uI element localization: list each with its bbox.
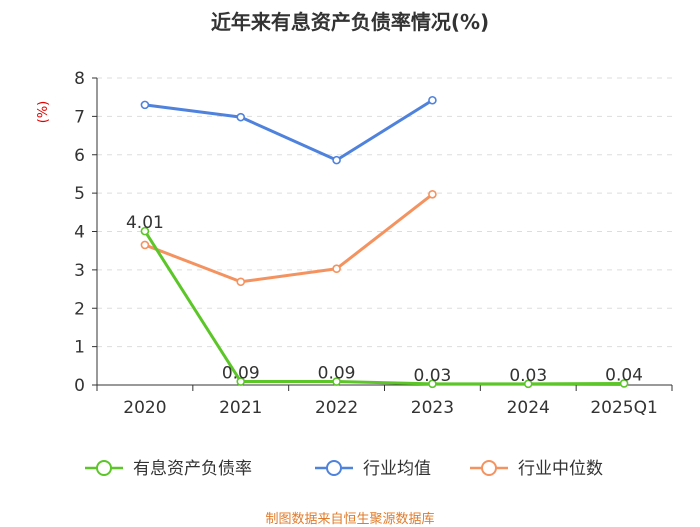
series-layer	[140, 95, 629, 389]
y-tick-label: 2	[74, 299, 85, 319]
y-axis-label: (%)	[36, 101, 51, 124]
legend-marker	[326, 460, 342, 476]
data-point	[332, 264, 341, 274]
legend: 有息资产负债率 行业均值 行业中位数	[85, 459, 603, 479]
x-tick-label: 2022	[315, 398, 358, 418]
data-label: 4.01	[126, 213, 164, 233]
legend-label: 行业均值	[363, 459, 431, 479]
legend-marker	[96, 460, 112, 476]
data-labels: 4.01 0.09 0.09 0.03 0.03 0.04	[126, 213, 643, 386]
x-tick-label: 2024	[507, 398, 550, 418]
chart-title: 近年来有息资产负债率情况(%)	[210, 10, 490, 34]
legend-item: 行业中位数	[470, 459, 603, 479]
legend-label: 行业中位数	[518, 459, 603, 479]
data-point	[619, 379, 629, 388]
data-point	[332, 155, 341, 165]
legend-item: 行业均值	[315, 459, 431, 479]
data-point	[428, 189, 437, 199]
legend-marker	[481, 460, 497, 476]
y-tick-label: 6	[74, 146, 85, 166]
y-tick-label: 7	[74, 107, 85, 127]
y-tick-label: 1	[74, 338, 85, 358]
y-tick-label: 0	[74, 376, 85, 396]
series-2	[140, 189, 437, 287]
data-point	[236, 377, 246, 386]
y-axis-ticks: 0 1 2 3 4 5 6 7 8	[74, 69, 98, 396]
data-label: 0.03	[509, 366, 547, 386]
x-tick-label: 2025Q1	[590, 398, 657, 418]
data-label: 0.04	[605, 365, 643, 385]
y-tick-label: 3	[74, 261, 85, 281]
x-tick-label: 2020	[123, 398, 166, 418]
data-point	[140, 100, 150, 110]
series-line	[144, 193, 434, 284]
x-tick-label: 2021	[219, 398, 262, 418]
data-label: 0.09	[318, 364, 356, 384]
data-label: 0.09	[222, 364, 260, 384]
data-point	[332, 377, 341, 386]
data-label: 0.03	[413, 366, 451, 386]
series-line	[144, 98, 434, 162]
series-0	[140, 226, 629, 389]
legend-item: 有息资产负债率	[85, 459, 252, 479]
data-point	[523, 379, 533, 389]
data-point	[140, 240, 150, 250]
x-tick-label: 2023	[411, 398, 454, 418]
data-point	[236, 112, 246, 122]
data-point	[236, 277, 246, 287]
grid-lines	[97, 77, 672, 348]
x-axis: 2020 2021 2022 2023 2024 2025Q1	[96, 384, 673, 418]
data-point	[428, 95, 437, 105]
y-tick-label: 8	[74, 69, 85, 89]
y-tick-label: 5	[74, 184, 85, 204]
data-point	[428, 379, 437, 389]
series-1	[140, 95, 437, 165]
y-tick-label: 4	[74, 223, 85, 243]
source-note: 制图数据来自恒生聚源数据库	[265, 512, 435, 527]
legend-label: 有息资产负债率	[133, 459, 252, 479]
series-line	[143, 230, 625, 386]
data-point	[140, 226, 150, 236]
